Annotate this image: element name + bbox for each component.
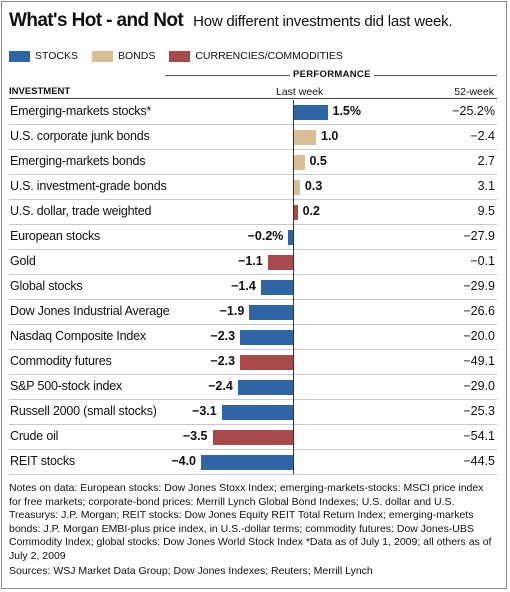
- row-label: REIT stocks: [10, 454, 75, 468]
- row-label: Emerging-markets bonds: [10, 154, 146, 168]
- week52-value: −29.9: [463, 279, 495, 293]
- week52-value: −0.1: [470, 254, 495, 268]
- row-label: Global stocks: [10, 279, 83, 293]
- legend-swatch-currencies: [169, 50, 191, 62]
- row-label: S&P 500-stock index: [10, 379, 123, 393]
- legend-label-currencies: CURRENCIES/COMMODITIES: [195, 50, 343, 62]
- table-row: Crude oil −3.5 −54.1: [9, 425, 497, 450]
- row-label: Dow Jones Industrial Average: [10, 304, 170, 318]
- legend-swatch-stocks: [9, 50, 30, 62]
- chart-title: What's Hot - and Not: [9, 10, 184, 31]
- bar-value-label: 0.3: [304, 179, 323, 193]
- table-row: Global stocks −1.4 −29.9: [9, 275, 497, 300]
- bar-value-label: −2.3: [210, 329, 236, 343]
- week52-value: −25.2%: [452, 104, 495, 118]
- bar: [212, 430, 293, 445]
- week52-value: −27.9: [463, 229, 495, 243]
- bar: [240, 355, 293, 370]
- legend-item-bonds: BONDS: [91, 50, 156, 62]
- bar-value-label: −0.2%: [247, 229, 284, 243]
- investment-header: INVESTMENT: [9, 86, 71, 97]
- bar: [293, 205, 298, 220]
- bar-value-label: 0.5: [309, 154, 327, 168]
- table-row: U.S. dollar, trade weighted 0.2 9.5: [9, 200, 497, 225]
- bar: [293, 155, 305, 170]
- legend-item-currencies: CURRENCIES/COMMODITIES: [169, 50, 343, 62]
- legend-label-stocks: STOCKS: [35, 50, 78, 62]
- week52-value: −20.0: [463, 329, 495, 343]
- legend: STOCKS BONDS CURRENCIES/COMMODITIES: [9, 50, 357, 62]
- last-week-header: Last week: [276, 86, 324, 98]
- header-rule: [9, 98, 497, 99]
- bar-value-label: 0.2: [302, 204, 320, 218]
- week52-value: −49.1: [463, 354, 495, 368]
- row-label: Crude oil: [10, 429, 59, 443]
- bar-value-label: −1.4: [231, 279, 256, 293]
- week52-value: −54.1: [463, 429, 495, 443]
- bar: [293, 180, 300, 195]
- table-row: U.S. investment-grade bonds 0.3 3.1: [9, 175, 497, 200]
- bar-value-label: −1.9: [219, 304, 245, 318]
- week52-value: −2.4: [470, 129, 495, 143]
- bar: [201, 455, 293, 470]
- bar: [260, 280, 293, 295]
- week52-value: −29.0: [463, 379, 495, 393]
- table-row: U.S. corporate junk bonds 1.0 −2.4: [9, 125, 497, 150]
- title-row: What's Hot - and Not How different invest…: [9, 10, 453, 32]
- bar-value-label: −2.4: [208, 379, 233, 393]
- table-row: Nasdaq Composite Index −2.3 −20.0: [9, 325, 497, 350]
- row-label: U.S. investment-grade bonds: [10, 179, 167, 193]
- bar-value-label: −4.0: [171, 454, 196, 468]
- chart-subtitle: How different investments did last week.: [193, 13, 453, 30]
- table-row: Dow Jones Industrial Average −1.9 −26.6: [9, 300, 497, 325]
- week52-value: −44.5: [463, 454, 495, 468]
- row-label: European stocks: [10, 229, 101, 243]
- row-label: Commodity futures: [10, 354, 112, 368]
- row-label: Gold: [10, 254, 36, 268]
- table-row: Gold −1.1 −0.1: [9, 250, 497, 275]
- row-label: Nasdaq Composite Index: [10, 329, 146, 343]
- row-label: Russell 2000 (small stocks): [10, 404, 157, 418]
- bar-value-label: −3.1: [192, 404, 217, 418]
- week52-value: 9.5: [477, 204, 495, 218]
- row-label: U.S. corporate junk bonds: [10, 129, 150, 143]
- legend-item-stocks: STOCKS: [9, 50, 78, 62]
- bar-value-label: 1.5%: [332, 104, 362, 118]
- bar: [288, 230, 293, 245]
- row-label: Emerging-markets stocks*: [10, 104, 152, 118]
- table-row: REIT stocks −4.0 −44.5: [9, 450, 497, 475]
- notes-text: Notes on data: European stocks: Dow Jone…: [9, 482, 492, 562]
- table-row: Emerging-markets bonds 0.5 2.7: [9, 150, 497, 175]
- row-label: U.S. dollar, trade weighted: [10, 204, 152, 218]
- bar: [293, 130, 316, 145]
- bar-value-label: −2.3: [210, 354, 236, 368]
- bar-value-label: 1.0: [321, 129, 339, 143]
- bar: [293, 105, 328, 120]
- week52-value: −26.6: [463, 304, 495, 318]
- table-row: Emerging-markets stocks* 1.5% −25.2%: [9, 100, 497, 125]
- zero-axis-line: [293, 100, 294, 474]
- week52-header: 52-week: [454, 86, 494, 98]
- bar: [267, 255, 293, 270]
- table-row: S&P 500-stock index −2.4 −29.0: [9, 375, 497, 400]
- bar: [249, 305, 293, 320]
- bar-value-label: −1.1: [238, 254, 263, 268]
- performance-header: PERFORMANCE: [290, 69, 374, 80]
- sources-text: Sources: WSJ Market Data Group; Dow Jone…: [9, 565, 373, 577]
- bar: [240, 330, 293, 345]
- table-row: Commodity futures −2.3 −49.1: [9, 350, 497, 375]
- week52-value: −25.3: [463, 404, 495, 418]
- week52-value: 2.7: [477, 154, 495, 168]
- legend-swatch-bonds: [91, 50, 113, 62]
- legend-label-bonds: BONDS: [117, 50, 156, 62]
- bar-value-label: −3.5: [182, 429, 208, 443]
- bar: [237, 380, 293, 395]
- week52-value: 3.1: [477, 179, 495, 193]
- bar: [221, 405, 293, 420]
- table-row: European stocks −0.2% −27.9: [9, 225, 497, 250]
- table-row: Russell 2000 (small stocks) −3.1 −25.3: [9, 400, 497, 425]
